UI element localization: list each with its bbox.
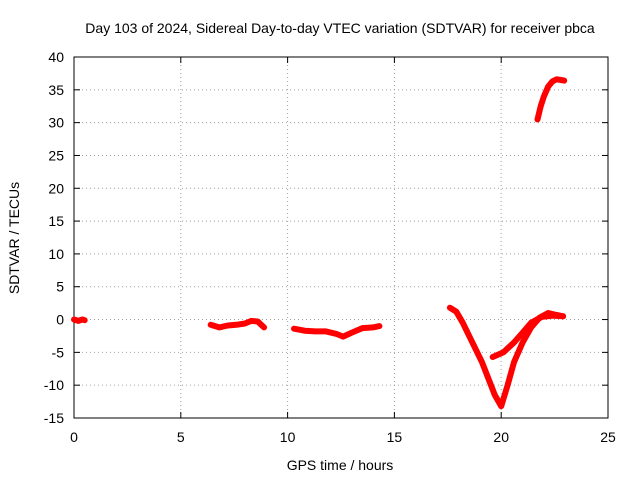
data-point — [75, 318, 81, 324]
series-segment-6 — [534, 76, 568, 123]
data-point — [511, 340, 517, 346]
data-point — [554, 76, 560, 82]
data-point — [291, 326, 297, 332]
x-tick-label: 20 — [493, 429, 509, 445]
data-point — [71, 317, 77, 323]
data-point — [528, 320, 534, 326]
data-point — [485, 376, 491, 382]
series-segment-4 — [446, 304, 567, 410]
data-point — [225, 322, 231, 328]
data-point — [500, 349, 506, 355]
data-point — [323, 328, 329, 334]
data-point — [349, 330, 355, 336]
data-point — [520, 330, 526, 336]
data-point — [549, 78, 555, 84]
data-point — [505, 382, 511, 388]
data-point — [498, 403, 504, 409]
y-axis-label: SDTVAR / TECUs — [6, 182, 22, 294]
data-point — [539, 314, 545, 320]
y-tick-label: 10 — [48, 246, 64, 262]
data-point — [549, 313, 555, 319]
data-point — [248, 318, 254, 324]
data-point — [490, 354, 496, 360]
data-point — [376, 323, 382, 329]
data-point — [447, 305, 453, 311]
data-point — [561, 78, 567, 84]
data-series — [71, 76, 568, 410]
x-axis-label: GPS time / hours — [287, 457, 394, 473]
data-point — [520, 340, 526, 346]
y-tick-label: -10 — [44, 377, 64, 393]
y-tick-label: 40 — [48, 49, 64, 65]
y-tick-label: -5 — [52, 344, 65, 360]
data-point — [82, 317, 88, 323]
data-point — [261, 324, 267, 330]
grid-lines — [74, 57, 608, 418]
data-point — [460, 320, 466, 326]
y-tick-label: 30 — [48, 115, 64, 131]
y-tick-label: 0 — [56, 312, 64, 328]
plot-frame — [73, 56, 609, 419]
y-tick-label: 20 — [48, 180, 64, 196]
data-point — [492, 392, 498, 398]
y-tick-label: 35 — [48, 82, 64, 98]
y-axis-ticks: -15 -10 -5 0 5 10 15 20 25 30 35 40 — [44, 49, 608, 426]
y-tick-label: 25 — [48, 147, 64, 163]
axes — [73, 56, 609, 419]
y-tick-label: -15 — [44, 410, 64, 426]
x-tick-label: 5 — [177, 429, 185, 445]
data-point — [302, 328, 308, 334]
data-point — [466, 333, 472, 339]
data-point — [359, 325, 365, 331]
data-point — [479, 359, 485, 365]
data-point — [541, 93, 547, 99]
y-tick-label: 5 — [56, 279, 64, 295]
data-point — [453, 309, 459, 315]
chart-title: Day 103 of 2024, Sidereal Day-to-day VTE… — [85, 20, 595, 36]
data-point — [560, 313, 566, 319]
data-point — [242, 320, 248, 326]
y-tick-label: 15 — [48, 213, 64, 229]
x-tick-label: 10 — [280, 429, 296, 445]
data-point — [255, 319, 261, 325]
data-point — [538, 103, 544, 109]
x-axis-ticks: 0 5 10 15 20 25 — [70, 57, 616, 445]
data-point — [216, 324, 222, 330]
data-point — [511, 359, 517, 365]
data-point — [340, 334, 346, 340]
x-tick-label: 15 — [387, 429, 403, 445]
data-point — [208, 322, 214, 328]
data-point — [312, 328, 318, 334]
data-point — [473, 346, 479, 352]
series-segment-3 — [291, 323, 383, 340]
x-tick-label: 0 — [70, 429, 78, 445]
data-point — [370, 324, 376, 330]
data-point — [233, 322, 239, 328]
data-point — [535, 116, 541, 122]
data-point — [334, 331, 340, 337]
data-point — [545, 84, 551, 90]
x-tick-label: 25 — [600, 429, 616, 445]
